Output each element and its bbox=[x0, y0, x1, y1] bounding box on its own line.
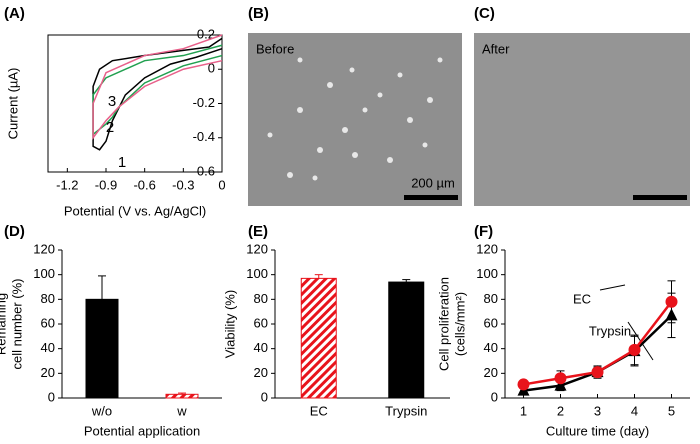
y-tick-label: 60 bbox=[41, 315, 55, 330]
image bbox=[248, 33, 462, 206]
series-label: Trypsin bbox=[589, 323, 631, 338]
y-tick-label: 0 bbox=[261, 389, 268, 404]
x-tick-label: 0 bbox=[218, 177, 225, 192]
micrograph-after: (C) After bbox=[474, 5, 690, 206]
x-tick-label: -1.2 bbox=[56, 177, 78, 192]
y-tick-label: 100 bbox=[246, 266, 268, 281]
y-tick-label: -0.2 bbox=[193, 95, 215, 110]
x-axis-label: Potential application bbox=[84, 423, 200, 438]
y-tick-label: -0.6 bbox=[193, 163, 215, 178]
marker bbox=[554, 372, 567, 385]
y-tick-label: -0.4 bbox=[193, 129, 215, 144]
series-label: EC bbox=[573, 291, 591, 306]
panel-label: (A) bbox=[4, 5, 25, 22]
y-tick-label: 40 bbox=[41, 340, 55, 355]
x-tick-label: 2 bbox=[557, 403, 564, 418]
cells bbox=[267, 57, 443, 181]
series-label: 2 bbox=[106, 119, 114, 136]
y-tick-label: 20 bbox=[41, 365, 55, 380]
micrograph-before: (B) Before 200 µm bbox=[248, 5, 462, 206]
panel-label: (E) bbox=[248, 223, 268, 240]
y-tick-label: 120 bbox=[246, 241, 268, 256]
y-tick-label: 60 bbox=[254, 315, 268, 330]
y-axis-label: cell number (%) bbox=[9, 278, 24, 369]
y-tick-label: 40 bbox=[484, 340, 498, 355]
y-tick-label: 0 bbox=[48, 389, 55, 404]
x-tick-label: 5 bbox=[668, 403, 675, 418]
panel-label: (D) bbox=[4, 223, 25, 240]
marker bbox=[517, 378, 530, 391]
scale-bar bbox=[633, 195, 687, 200]
y-tick-label: 80 bbox=[41, 291, 55, 306]
y-tick-label: 80 bbox=[484, 291, 498, 306]
x-tick-label: EC bbox=[310, 403, 328, 418]
panel-label: (F) bbox=[474, 223, 493, 240]
y-tick-label: 120 bbox=[476, 241, 498, 256]
bar bbox=[85, 298, 119, 399]
panel-label: (B) bbox=[248, 5, 269, 22]
series-label: 1 bbox=[118, 154, 126, 171]
x-tick-label: 4 bbox=[631, 403, 638, 418]
x-tick-label: 3 bbox=[594, 403, 601, 418]
y-tick-label: 60 bbox=[484, 315, 498, 330]
y-tick-label: 0 bbox=[491, 389, 498, 404]
y-tick-label: 100 bbox=[476, 266, 498, 281]
y-tick-label: 120 bbox=[33, 241, 55, 256]
marker bbox=[591, 366, 604, 379]
y-tick-label: 40 bbox=[254, 340, 268, 355]
marker bbox=[628, 343, 641, 356]
y-tick-label: 20 bbox=[254, 365, 268, 380]
image bbox=[474, 33, 690, 206]
scale-bar-label: 200 µm bbox=[411, 175, 455, 190]
x-tick-label: -0.3 bbox=[172, 177, 194, 192]
series-line bbox=[92, 34, 223, 140]
scale-bar bbox=[404, 195, 458, 200]
y-tick-label: 80 bbox=[254, 291, 268, 306]
series-line bbox=[92, 37, 223, 151]
x-tick-label: 1 bbox=[520, 403, 527, 418]
x-tick-label: -0.9 bbox=[95, 177, 117, 192]
label-pointer bbox=[599, 284, 626, 291]
panel-label: (C) bbox=[474, 5, 495, 22]
x-tick-label: w bbox=[176, 403, 187, 418]
caption: After bbox=[482, 41, 510, 56]
y-tick-label: 0 bbox=[208, 61, 215, 76]
caption: Before bbox=[256, 41, 294, 56]
x-axis-label: Culture time (day) bbox=[546, 423, 649, 438]
y-axis-label: (cells/mm²) bbox=[452, 292, 467, 356]
y-tick-label: 20 bbox=[484, 365, 498, 380]
x-axis-label: Potential (V vs. Ag/AgCl) bbox=[64, 203, 206, 218]
y-tick-label: 100 bbox=[33, 266, 55, 281]
bar bbox=[165, 393, 199, 399]
y-axis-label: Cell proliferation bbox=[436, 277, 451, 371]
y-axis-label: Remaining bbox=[0, 293, 8, 355]
y-axis-label: Current (µA) bbox=[5, 68, 20, 140]
y-tick-label: 0.2 bbox=[197, 26, 215, 41]
series-label: 3 bbox=[108, 93, 116, 110]
marker bbox=[665, 295, 678, 308]
bar bbox=[300, 277, 337, 399]
x-tick-label: -0.6 bbox=[133, 177, 155, 192]
bar bbox=[388, 281, 425, 399]
y-axis-label: Viability (%) bbox=[222, 290, 237, 358]
x-tick-label: Trypsin bbox=[385, 403, 427, 418]
x-tick-label: w/o bbox=[91, 403, 112, 418]
